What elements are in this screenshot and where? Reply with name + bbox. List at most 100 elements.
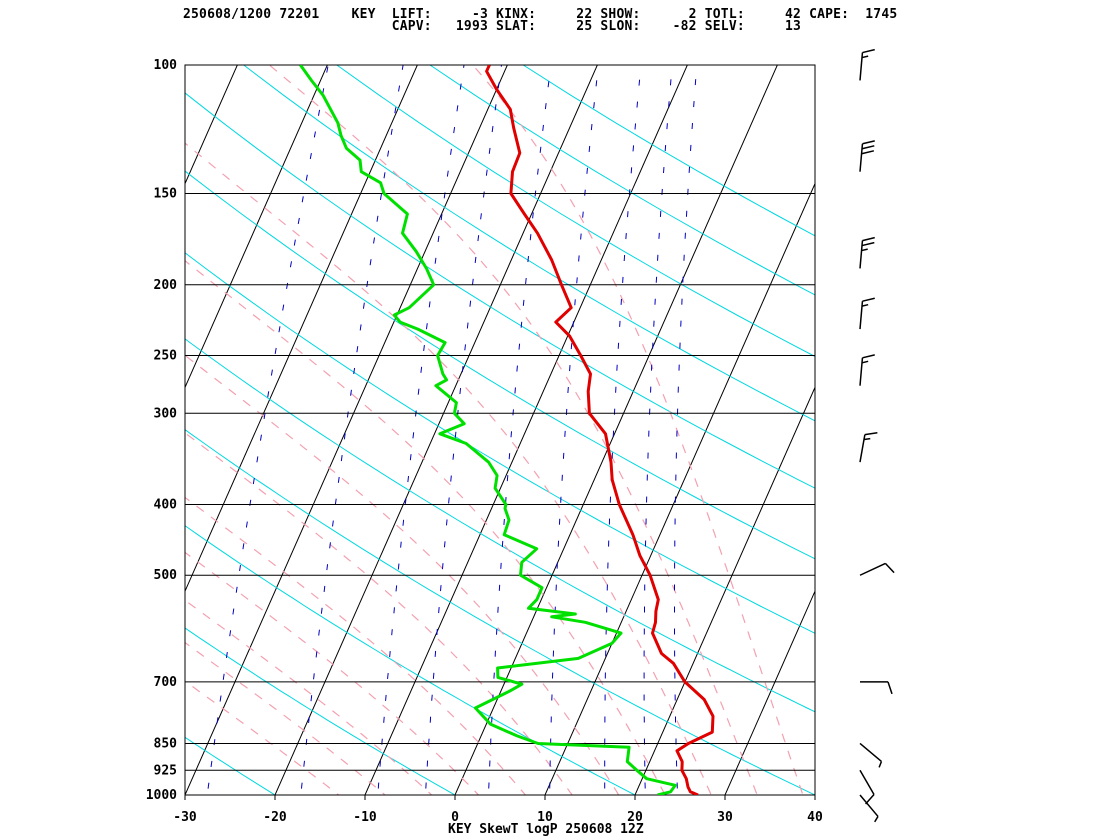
wind-barbs (859, 48, 895, 823)
wind-barb-shaft (859, 794, 879, 817)
wind-barb (859, 431, 878, 463)
pressure-tick-label: 1000 (146, 788, 177, 803)
wind-barb-feather (862, 297, 875, 302)
pressure-tick-label: 200 (154, 278, 178, 293)
isotherm-line (814, 793, 815, 795)
isotherm-line (185, 65, 328, 389)
pressure-tick-label: 850 (154, 736, 178, 751)
wind-barb (859, 562, 895, 576)
header-line-2: CAPV: 1993 SLAT: 25 SLON: -82 SELV: 13 (183, 19, 802, 34)
isotherm-line (454, 65, 778, 795)
wind-barb-feather (865, 794, 875, 805)
moist-adiabat-line (185, 432, 573, 795)
wind-barb-shaft (859, 562, 886, 576)
dry-adiabat-line (185, 627, 457, 795)
temperature-tick-label: -20 (263, 810, 287, 825)
moist-adiabat-line (269, 65, 758, 795)
wind-barb-feather (862, 48, 875, 54)
mixing-ratio-line (206, 65, 329, 795)
wind-barb-half-feather (861, 55, 869, 59)
wind-barb-half-feather (863, 437, 871, 441)
wind-barb-shaft (859, 301, 864, 330)
pressure-tick-label: 100 (154, 58, 178, 73)
temperature-trace (485, 65, 715, 795)
dry-adiabat-line (185, 252, 815, 634)
wind-barb-feather (864, 431, 878, 436)
wind-barb (859, 48, 875, 81)
temperature-tick-label: -10 (353, 810, 377, 825)
isotherm-line (724, 589, 815, 795)
temperature-tick-label: 40 (807, 810, 823, 825)
mixing-ratio-line (424, 65, 503, 795)
sounding-traces (299, 65, 715, 795)
background-lines (0, 0, 815, 810)
wind-barb (859, 354, 875, 386)
wind-barb-feather (861, 241, 875, 247)
pressure-tick-label: 400 (154, 498, 178, 513)
mixing-ratio-line (643, 65, 673, 795)
sounding-indices-header: 250608/1200 72201 KEY LIFT: -3 KINX: 22 … (183, 7, 898, 34)
wind-barb-half-feather (874, 816, 879, 823)
pressure-tick-label: 700 (154, 675, 178, 690)
wind-barb (859, 794, 879, 823)
wind-barb (859, 769, 875, 805)
dry-adiabat-line (335, 65, 815, 358)
isotherm-line (634, 386, 815, 795)
isotherm-line (0, 0, 179, 810)
isotherm-line (274, 65, 598, 795)
wind-barb (859, 140, 875, 172)
dry-adiabat-line (185, 525, 637, 795)
pressure-tick-label: 150 (154, 187, 178, 202)
wind-barb-shaft (859, 240, 864, 269)
wind-barb-feather (861, 145, 875, 150)
wind-barb-shaft (859, 769, 875, 795)
pressure-axis-labels: 100 150 200 250 300 400 500 700 850 925 1000 (146, 58, 177, 803)
wind-barb-feather (862, 140, 875, 145)
temperature-axis-labels: -30 -20 -10 0 10 20 30 40 (173, 795, 823, 825)
wind-barb-feather (862, 354, 875, 359)
mixing-ratio-line (604, 65, 642, 795)
wind-barb-shaft (859, 434, 866, 463)
isotherm-line (185, 65, 418, 593)
moist-adiabat-line (185, 496, 527, 795)
mixing-ratio-line (487, 65, 552, 795)
moist-adiabat-line (185, 260, 666, 795)
temperature-tick-label: 20 (627, 810, 643, 825)
isotherm-line (185, 65, 508, 795)
dry-adiabat-line (185, 170, 815, 560)
dry-adiabat-line (185, 429, 815, 795)
pressure-tick-label: 925 (154, 763, 177, 778)
isotherm-line (364, 65, 688, 795)
moist-adiabat-line (185, 354, 620, 795)
moist-adiabat-line (185, 599, 433, 795)
wind-barb-half-feather (878, 761, 883, 768)
wind-barb-feather (887, 681, 893, 695)
pressure-tick-label: 300 (154, 406, 178, 421)
isotherm-line (185, 65, 238, 185)
mixing-ratio-line (674, 65, 698, 795)
moist-adiabat-line (185, 551, 480, 795)
wind-barb-half-feather (861, 248, 868, 252)
wind-barb (859, 742, 883, 768)
dry-adiabat-line (185, 92, 815, 489)
wind-barb (860, 681, 893, 695)
plot-frame (184, 64, 816, 796)
temperature-tick-label: 10 (537, 810, 553, 825)
wind-barb-half-feather (861, 360, 869, 364)
mixing-ratio-line (549, 65, 599, 795)
wind-barb-half-feather (861, 303, 869, 307)
mixing-ratio-line (377, 65, 465, 795)
moist-adiabat-line (185, 142, 712, 795)
temperature-tick-label: 0 (451, 810, 459, 825)
dry-adiabat-line (242, 65, 815, 422)
wind-barb-shaft (859, 52, 864, 81)
wind-barb-feather (861, 150, 875, 155)
dry-adiabat-line (429, 65, 815, 296)
isotherm-line (0, 0, 89, 810)
temperature-tick-label: 30 (717, 810, 733, 825)
header-line-1: 250608/1200 72201 KEY LIFT: -3 KINX: 22 … (183, 7, 898, 22)
wind-barb-feather (862, 236, 875, 242)
wind-barb (859, 236, 875, 269)
wind-barb-shaft (859, 143, 864, 172)
